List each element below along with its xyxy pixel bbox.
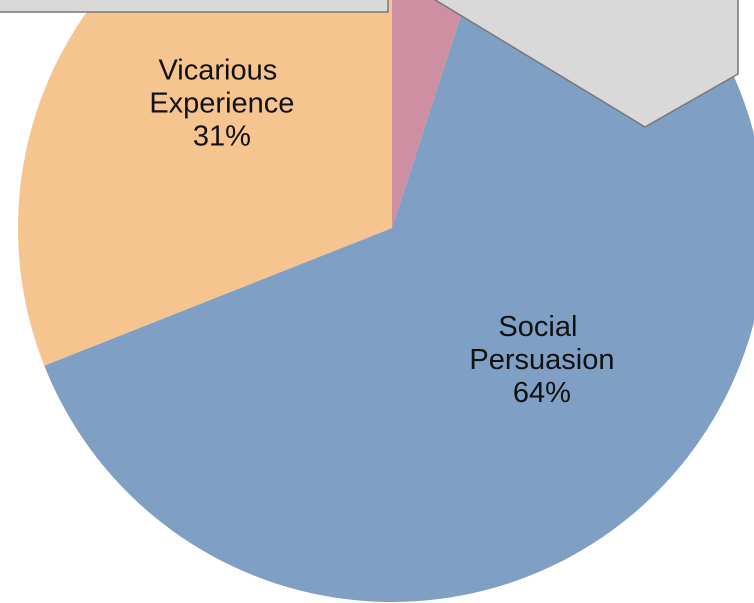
slice: [18, 0, 392, 366]
callout-box: [433, 0, 739, 128]
callout-box: [0, 0, 389, 13]
slice: [44, 0, 754, 602]
value-label: 64%: [513, 377, 571, 409]
pie: [18, 0, 754, 602]
slice-label: Social Persuasion: [469, 311, 614, 376]
value-label: 31%: [193, 120, 251, 152]
slice: [392, 0, 467, 228]
slice-label: Vicarious Experience: [149, 54, 294, 119]
